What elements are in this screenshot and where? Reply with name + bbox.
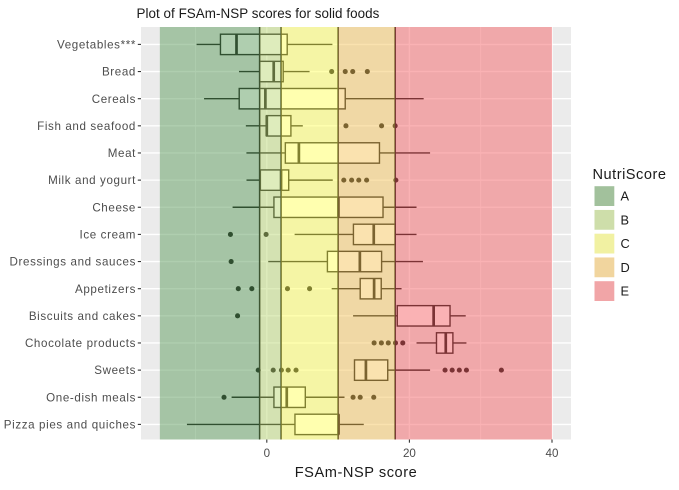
svg-text:Appetizers: Appetizers bbox=[75, 283, 136, 296]
svg-text:Biscuits and cakes: Biscuits and cakes bbox=[29, 310, 136, 323]
svg-text:Sweets: Sweets bbox=[94, 364, 136, 377]
svg-text:B: B bbox=[621, 212, 630, 227]
svg-text:Fish and seafood: Fish and seafood bbox=[37, 120, 136, 133]
svg-text:FSAm-NSP score: FSAm-NSP score bbox=[295, 465, 418, 481]
svg-text:Milk and yogurt: Milk and yogurt bbox=[48, 174, 136, 187]
svg-text:C: C bbox=[621, 236, 630, 251]
svg-text:Plot of FSAm-NSP scores for so: Plot of FSAm-NSP scores for solid foods bbox=[137, 6, 380, 21]
svg-text:Ice cream: Ice cream bbox=[80, 229, 136, 242]
svg-text:Pizza pies and quiches: Pizza pies and quiches bbox=[4, 419, 136, 432]
svg-text:Dressings and sauces: Dressings and sauces bbox=[10, 256, 136, 269]
svg-text:Bread: Bread bbox=[102, 66, 136, 79]
svg-text:Cheese: Cheese bbox=[92, 201, 136, 214]
svg-text:0: 0 bbox=[264, 447, 270, 460]
svg-text:One-dish meals: One-dish meals bbox=[46, 391, 136, 404]
svg-text:A: A bbox=[621, 189, 630, 204]
svg-text:Vegetables***: Vegetables*** bbox=[57, 39, 136, 52]
svg-text:E: E bbox=[621, 284, 630, 299]
svg-text:40: 40 bbox=[546, 447, 559, 460]
svg-text:Cereals: Cereals bbox=[92, 93, 136, 106]
svg-text:20: 20 bbox=[403, 447, 416, 460]
svg-text:Chocolate products: Chocolate products bbox=[25, 337, 136, 350]
svg-text:NutriScore: NutriScore bbox=[593, 167, 667, 183]
svg-text:D: D bbox=[621, 260, 630, 275]
svg-text:Meat: Meat bbox=[108, 147, 136, 160]
